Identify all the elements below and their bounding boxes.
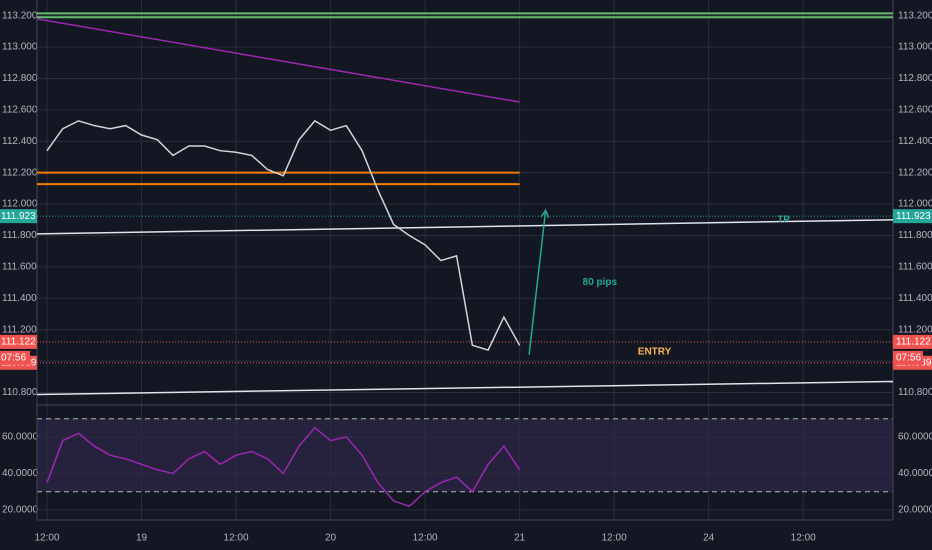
annotation: ENTRY (638, 346, 672, 357)
y-tick-label: 112.600 (898, 105, 932, 116)
annotation: 80 pips (583, 277, 618, 288)
y-tick-label: 113.000 (2, 42, 38, 53)
price-tag (0, 209, 37, 224)
x-tick-label: 21 (514, 533, 526, 544)
y-tick-label: 111.200 (898, 324, 932, 335)
price-tag (0, 334, 37, 349)
y-tick-label: 112.400 (2, 136, 38, 147)
x-tick-label: 12:00 (224, 533, 249, 544)
y-tick-label: 112.200 (898, 167, 932, 178)
arrow (528, 210, 547, 355)
price-tag (893, 209, 932, 224)
y-tick-label: 110.800 (898, 387, 932, 398)
price-tag (893, 334, 932, 349)
y-tick-label: 112.800 (898, 73, 932, 84)
trend-line (36, 219, 894, 235)
y-tick-label: 111.600 (898, 262, 932, 273)
arrow-head (540, 208, 550, 219)
x-tick-label: 12:00 (413, 533, 438, 544)
y-tick-label: 40.0000 (898, 468, 932, 479)
x-tick-label: 20 (325, 533, 337, 544)
price-tag-label: 111.923 (896, 211, 931, 222)
y-tick-label: 112.000 (898, 199, 932, 210)
x-tick-label: 12:00 (602, 533, 627, 544)
y-tick-label: 20.0000 (898, 505, 932, 516)
countdown-tag (0, 350, 30, 365)
y-tick-label: 40.0000 (2, 468, 39, 479)
annotation: TP (777, 214, 790, 225)
y-tick-label: 111.800 (2, 230, 37, 241)
y-tick-label: 113.200 (2, 10, 38, 21)
y-tick-label: 110.800 (2, 387, 38, 398)
price-tag-label: 111.122 (1, 337, 36, 348)
y-tick-label: 113.000 (898, 42, 932, 53)
y-tick-label: 20.0000 (2, 505, 39, 516)
countdown: 07:56 (896, 353, 921, 364)
x-tick-label: 24 (703, 533, 715, 544)
price-tag-label: 111.122 (896, 337, 931, 348)
y-tick-label: 112.600 (2, 105, 38, 116)
countdown: 07:56 (1, 353, 26, 364)
x-tick-label: 19 (136, 533, 148, 544)
y-tick-label: 112.400 (898, 136, 932, 147)
y-tick-label: 111.600 (2, 262, 37, 273)
trend-line (36, 380, 894, 396)
y-tick-label: 111.400 (898, 293, 932, 304)
y-tick-label: 112.200 (2, 167, 38, 178)
price-series (46, 426, 521, 508)
y-tick-label: 111.200 (2, 324, 37, 335)
x-tick-label: 12:00 (34, 533, 59, 544)
y-tick-label: 111.800 (898, 230, 932, 241)
y-tick-label: 113.200 (898, 10, 932, 21)
trend-line (36, 18, 520, 103)
rsi-band (37, 418, 893, 492)
price-series (46, 119, 521, 351)
price-tag-label: 111.923 (1, 211, 36, 222)
y-tick-label: 112.800 (2, 73, 38, 84)
y-tick-label: 60.0000 (2, 432, 39, 443)
x-tick-label: 12:00 (791, 533, 816, 544)
y-tick-label: 112.000 (2, 199, 38, 210)
countdown-tag (893, 350, 923, 365)
y-tick-label: 111.400 (2, 293, 37, 304)
y-tick-label: 60.0000 (898, 432, 932, 443)
